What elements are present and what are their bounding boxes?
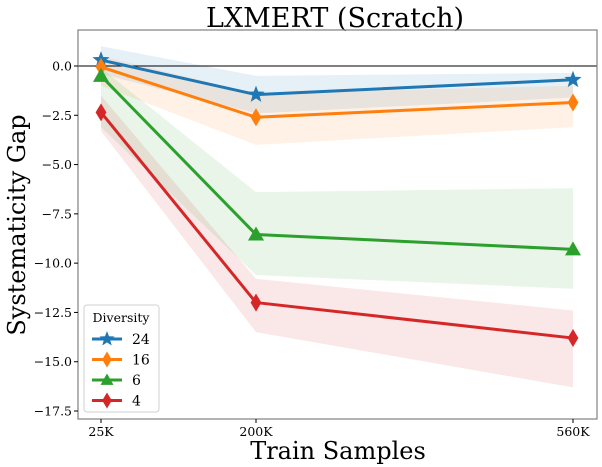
- x-axis-label: Train Samples: [250, 437, 426, 465]
- legend-marker-star-icon: [99, 331, 115, 346]
- y-tick-label: 0.0: [52, 59, 72, 74]
- data-point-16: [567, 93, 579, 112]
- legend-marker-thin-diamond-icon: [102, 392, 112, 409]
- y-tick-label: −15.0: [34, 354, 72, 369]
- data-point-4: [567, 329, 579, 348]
- legend-marker-thin-diamond-icon: [102, 351, 112, 368]
- data-point-6: [565, 241, 581, 256]
- y-tick-label: −7.5: [42, 206, 72, 221]
- data-point-16: [95, 57, 107, 76]
- x-axis-ticks: 25K 200K 560K: [88, 419, 590, 439]
- legend-label: 16: [132, 353, 150, 369]
- legend-item: 24: [92, 331, 150, 348]
- legend-label: 4: [132, 394, 141, 410]
- data-point-24: [564, 70, 582, 88]
- y-axis-ticks: 0.0 −2.5 −5.0 −7.5 −10.0 −12.5 −15.0 −17.5: [34, 59, 78, 419]
- y-tick-label: −12.5: [34, 305, 72, 320]
- confidence-band-24: [101, 46, 573, 114]
- confidence-band-16: [101, 56, 573, 145]
- legend-label: 6: [132, 373, 141, 389]
- confidence-band-6: [101, 67, 573, 289]
- legend-item: 6: [92, 373, 141, 389]
- data-point-6: [93, 67, 109, 82]
- y-axis-label: Systematicity Gap: [3, 114, 31, 335]
- confidence-band-4: [101, 95, 573, 388]
- legend: Diversity 24 16 6 4: [83, 304, 160, 413]
- y-tick-label: −17.5: [34, 404, 72, 419]
- y-tick-label: −5.0: [42, 157, 72, 172]
- y-tick-label: −2.5: [42, 108, 72, 123]
- data-point-4: [95, 103, 107, 122]
- x-tick-label: 25K: [88, 424, 114, 439]
- data-point-16: [250, 108, 262, 127]
- legend-item: 4: [92, 392, 141, 410]
- legend-item: 16: [92, 351, 150, 369]
- confidence-bands: [101, 46, 573, 388]
- x-tick-label: 560K: [556, 424, 590, 439]
- y-tick-label: −10.0: [34, 256, 72, 271]
- legend-title: Diversity: [93, 310, 151, 325]
- data-point-4: [250, 293, 262, 312]
- plot-frame: [77, 29, 598, 420]
- series-markers: [92, 51, 582, 348]
- data-point-6: [248, 226, 264, 241]
- legend-label: 24: [132, 332, 150, 348]
- data-point-24: [247, 85, 265, 102]
- legend-marker-triangle-icon: [100, 373, 114, 385]
- chart-title: LXMERT (Scratch): [206, 3, 464, 34]
- x-tick-label: 200K: [239, 424, 273, 439]
